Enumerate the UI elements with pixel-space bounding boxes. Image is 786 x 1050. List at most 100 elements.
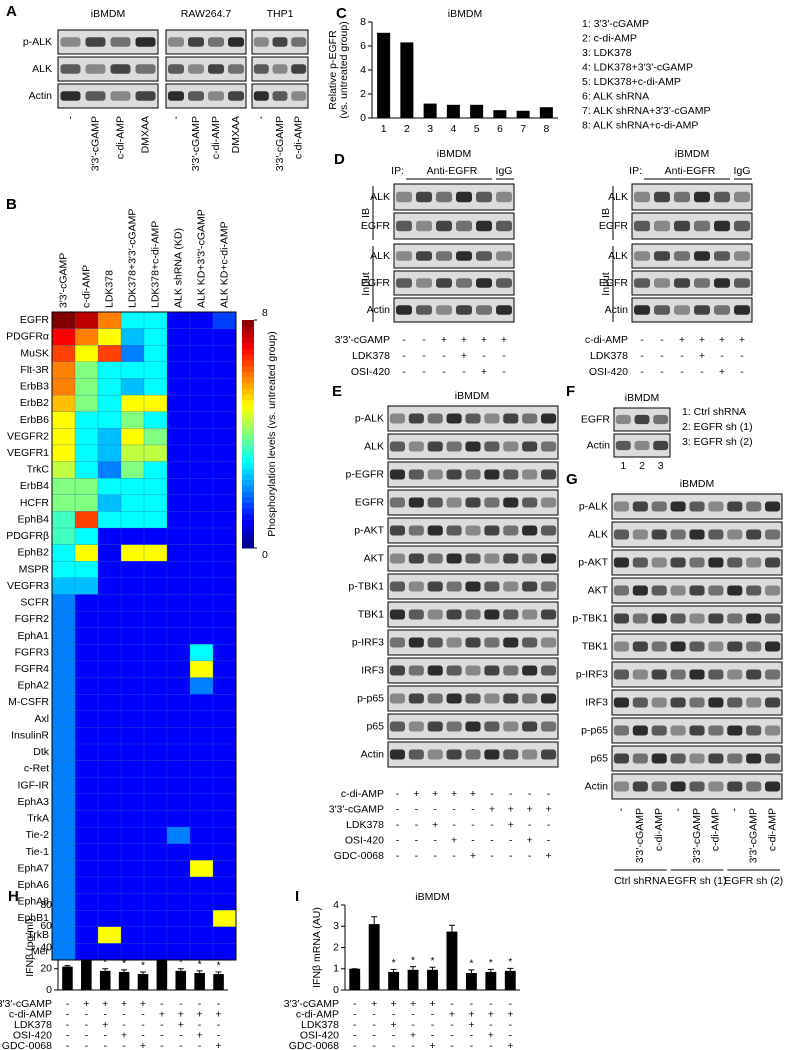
condition-sign: +	[391, 1019, 397, 1031]
heat-cell	[97, 511, 122, 529]
colorbar-step	[242, 428, 254, 435]
band	[541, 749, 557, 760]
row-label: EphB2	[17, 547, 49, 559]
heat-cell	[51, 561, 76, 579]
heat-cell	[97, 793, 122, 811]
condition-sign: +	[461, 350, 467, 362]
heat-cell	[212, 527, 237, 546]
condition-sign: +	[410, 1029, 416, 1041]
band	[389, 665, 405, 676]
band	[416, 251, 432, 261]
condition-sign: -	[433, 850, 437, 862]
row-label: AKT	[364, 552, 385, 564]
condition-sign: -	[372, 1040, 376, 1050]
legend-item: 2: EGFR sh (1)	[682, 421, 753, 433]
row-label: HCFR	[20, 497, 50, 509]
condition-sign: -	[415, 850, 419, 862]
condition-sign: -	[490, 819, 494, 831]
heat-cell	[74, 876, 99, 894]
band	[208, 64, 224, 74]
heat-cell	[166, 876, 191, 894]
condition-sign: -	[660, 366, 664, 378]
row-label: EGFR	[581, 413, 611, 425]
blot-strip	[393, 243, 515, 269]
condition-sign: -	[122, 1040, 126, 1050]
heat-cell	[120, 361, 145, 379]
condition-sign: +	[468, 1008, 474, 1020]
colorbar-step	[242, 451, 254, 458]
heat-cell	[166, 594, 191, 612]
band	[674, 305, 690, 315]
heat-cell	[189, 494, 214, 512]
heat-cell	[97, 876, 122, 894]
band	[446, 665, 462, 676]
condition-sign: -	[431, 1019, 435, 1031]
band	[465, 609, 481, 620]
condition-sign: +	[429, 998, 435, 1010]
row-label: PDGFRβ	[6, 530, 49, 542]
row-label: FGFR4	[15, 663, 50, 675]
heat-cell	[97, 494, 122, 512]
heat-cell	[74, 660, 99, 678]
heat-cell	[212, 926, 237, 944]
band	[522, 441, 538, 452]
heat-cell	[189, 328, 214, 346]
band	[446, 469, 462, 480]
legend-item: 4: LDK378+3′3′-cGAMP	[582, 61, 693, 73]
band	[634, 305, 650, 315]
condition-sign: -	[547, 819, 551, 831]
row-label: TrkB	[27, 929, 49, 941]
blot-strip	[393, 297, 515, 323]
heat-cell	[212, 644, 237, 662]
band	[670, 725, 686, 736]
row-label: ALK	[370, 191, 390, 203]
band	[746, 753, 762, 764]
heat-cell	[189, 361, 214, 379]
condition-sign: -	[490, 834, 494, 846]
colorbar-step	[242, 508, 254, 515]
column-label: LDK378+3′3′-cGAMP	[126, 209, 138, 308]
y-tick-label: 60	[40, 920, 52, 932]
y-tick-label: 8	[360, 16, 366, 28]
heat-cell	[120, 594, 145, 612]
row-label: EphA3	[17, 796, 49, 808]
band	[408, 581, 424, 592]
heat-cell	[166, 660, 191, 678]
heat-cell	[51, 793, 76, 811]
error-bar	[487, 968, 494, 972]
band	[168, 37, 184, 47]
band	[654, 191, 670, 203]
heat-cell	[74, 743, 99, 762]
condition-label: 3′3′-cGAMP	[0, 998, 52, 1010]
heat-cell	[51, 644, 76, 662]
heat-cell	[97, 843, 122, 861]
band	[484, 525, 500, 536]
condition-sign: +	[197, 1008, 203, 1020]
band	[708, 529, 724, 540]
condition-label: LDK378	[14, 1019, 52, 1031]
band	[272, 37, 288, 47]
bar	[470, 104, 484, 118]
band	[85, 37, 106, 47]
condition-label: c-di-AMP	[296, 1008, 339, 1020]
heat-cell	[166, 561, 191, 579]
column-label: ALK shRNA (KD)	[172, 228, 184, 308]
heat-cell	[120, 478, 145, 496]
band	[708, 585, 724, 596]
colorbar-step	[242, 342, 254, 349]
band	[496, 191, 512, 203]
band	[446, 553, 462, 564]
band	[208, 37, 224, 47]
heat-cell	[97, 361, 122, 379]
band	[456, 191, 472, 203]
heat-cell	[189, 577, 214, 595]
heat-cell	[51, 345, 76, 363]
significance: *	[198, 959, 202, 971]
heat-cell	[51, 926, 76, 944]
heat-cell	[120, 710, 145, 728]
band	[746, 641, 762, 652]
heat-cell	[212, 328, 237, 346]
band	[765, 725, 781, 736]
colorbar-step	[242, 382, 254, 389]
heat-cell	[120, 494, 145, 512]
